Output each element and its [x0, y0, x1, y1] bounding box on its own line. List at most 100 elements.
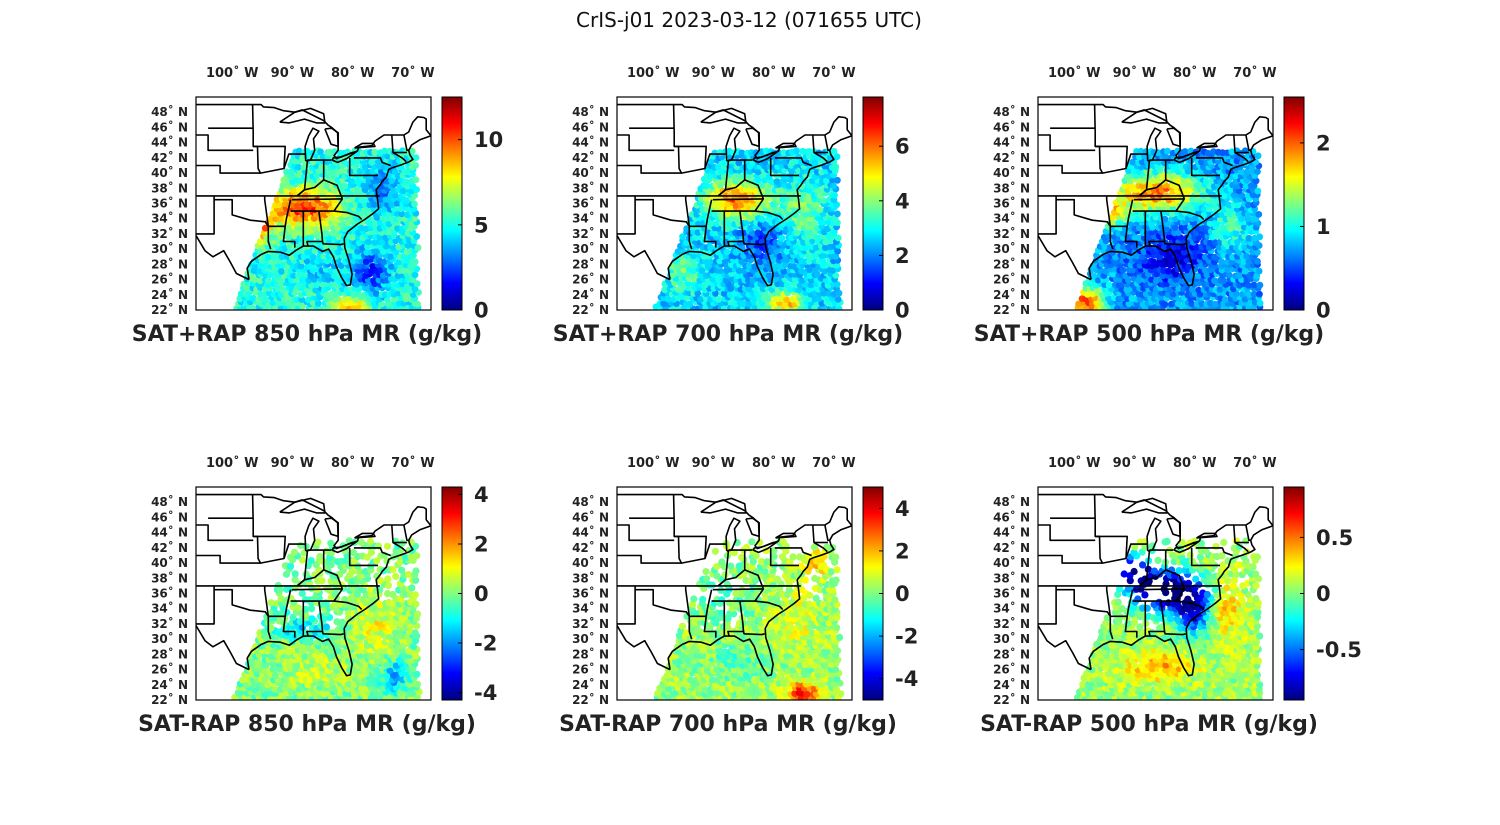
footprint	[1150, 258, 1157, 266]
longitude-tick-label: 90˚ W	[1113, 65, 1156, 81]
footprint	[752, 187, 760, 195]
footprint	[686, 300, 694, 308]
footprint	[411, 542, 420, 550]
footprint	[793, 147, 800, 155]
colorbar-tick-label: 2	[895, 244, 910, 268]
footprint	[1211, 253, 1218, 261]
footprint	[1254, 258, 1261, 265]
state-boundary	[391, 134, 407, 163]
footprint	[829, 267, 837, 274]
latitude-tick-label: 26˚ N	[151, 662, 188, 677]
footprint	[262, 296, 270, 303]
map-frame	[616, 96, 853, 311]
footprint	[1181, 148, 1189, 155]
panel-title: SAT+RAP 500 hPa MR (g/kg)	[974, 322, 1324, 347]
footprint	[264, 681, 272, 689]
footprint	[1215, 243, 1223, 251]
latitude-tick-label: 32˚ N	[151, 226, 188, 241]
latitude-tick-label: 24˚ N	[151, 287, 188, 302]
state-boundary	[291, 588, 343, 591]
colorbar-tick-label: 10	[474, 128, 503, 152]
footprint	[265, 253, 272, 261]
longitude-tick-label: 80˚ W	[331, 65, 374, 81]
colorbar	[1283, 96, 1305, 311]
footprint	[1250, 290, 1258, 298]
footprint	[676, 679, 684, 688]
footprint	[1172, 163, 1180, 171]
footprint	[1211, 277, 1218, 285]
latitude-tick-label: 34˚ N	[572, 211, 609, 226]
latitude-tick-label: 26˚ N	[151, 272, 188, 287]
colorbar-tick-label: 0	[474, 299, 489, 323]
footprint	[389, 565, 397, 574]
footprint	[396, 558, 404, 566]
state-boundary	[712, 198, 764, 201]
footprint	[1200, 211, 1208, 219]
footprint	[314, 299, 322, 307]
footprint	[1102, 267, 1109, 275]
canada-border	[1038, 103, 1273, 160]
footprint	[1179, 182, 1187, 189]
footprint	[372, 290, 380, 297]
footprint	[267, 599, 275, 607]
footprint	[1255, 267, 1263, 275]
great-lake	[1173, 151, 1200, 164]
footprint	[1234, 238, 1241, 246]
footprint	[837, 690, 845, 698]
footprint	[1135, 201, 1143, 209]
footprint	[1153, 176, 1161, 184]
footprint	[723, 248, 731, 256]
state-boundary	[769, 157, 799, 177]
footprint	[398, 210, 406, 218]
state-boundary	[296, 179, 344, 200]
footprint	[1221, 239, 1229, 247]
canada-border	[196, 493, 431, 550]
footprint	[283, 168, 290, 176]
footprint	[264, 277, 272, 285]
footprint	[1123, 173, 1131, 181]
footprint	[714, 178, 722, 185]
colorbar-tick-label: 1	[1316, 215, 1331, 239]
footprint	[1221, 296, 1229, 303]
footprint	[298, 589, 306, 598]
swath-footprints	[652, 147, 844, 310]
footprint	[780, 267, 788, 275]
state-boundary	[253, 145, 286, 174]
latitude-tick-label: 46˚ N	[572, 119, 609, 134]
footprint	[278, 267, 285, 275]
great-lake	[331, 541, 358, 554]
footprint	[735, 159, 743, 167]
footprint	[1245, 201, 1252, 209]
footprint	[1110, 220, 1118, 227]
state-boundary	[283, 153, 306, 169]
longitude-tick-label: 80˚ W	[752, 65, 795, 81]
footprint	[304, 181, 312, 189]
footprint	[388, 177, 396, 185]
footprint	[1119, 243, 1127, 251]
footprint	[697, 296, 704, 303]
state-boundary	[196, 104, 262, 174]
footprint	[759, 181, 767, 189]
latitude-tick-label: 46˚ N	[151, 509, 188, 524]
footprint	[715, 163, 722, 171]
footprint	[371, 148, 379, 156]
footprint	[1115, 219, 1123, 227]
latitude-tick-label: 42˚ N	[993, 150, 1030, 165]
footprint	[1207, 239, 1214, 247]
latitude-tick-label: 48˚ N	[993, 104, 1030, 119]
canada-border	[196, 103, 431, 160]
footprint	[819, 257, 827, 265]
state-boundary	[1038, 195, 1057, 235]
state-boundary	[348, 547, 378, 567]
footprint	[412, 154, 420, 162]
footprint	[1218, 258, 1225, 265]
footprint	[713, 665, 721, 673]
coastline	[246, 525, 431, 677]
footprint	[309, 253, 317, 261]
footprint	[783, 296, 790, 303]
footprint	[278, 253, 286, 261]
footprint	[356, 568, 364, 576]
panel-title: SAT+RAP 850 hPa MR (g/kg)	[132, 322, 482, 347]
footprint	[715, 295, 722, 303]
state-boundary	[1190, 157, 1220, 177]
